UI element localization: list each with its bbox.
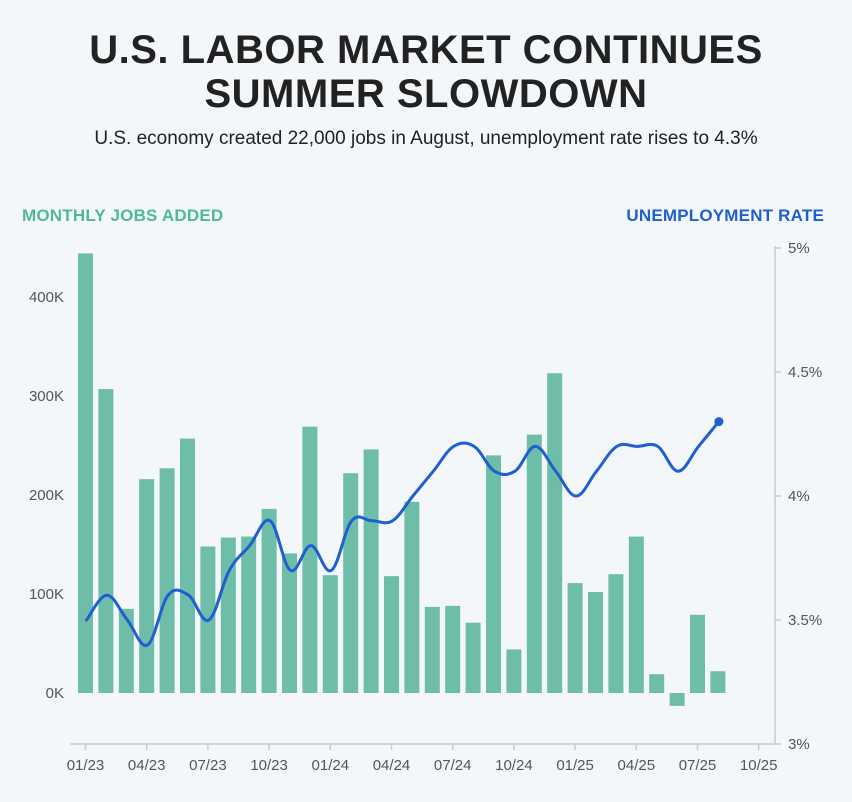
jobs-bar (180, 438, 195, 693)
jobs-bar (424, 606, 440, 693)
jobs-bar (261, 508, 277, 693)
jobs-bar (363, 449, 379, 693)
jobs-bar (282, 553, 297, 693)
jobs-bar (159, 468, 175, 693)
left-axis-label: MONTHLY JOBS ADDED (22, 206, 224, 225)
right-tick-label: 3% (788, 736, 810, 753)
jobs-bar (486, 455, 501, 693)
jobs-bar (567, 583, 583, 693)
jobs-bar (343, 473, 359, 693)
jobs-bar (445, 605, 461, 693)
left-tick-label: 0K (46, 685, 64, 702)
left-tick-label: 300K (29, 388, 64, 405)
jobs-bar (608, 574, 624, 693)
jobs-bar (220, 537, 236, 693)
jobs-bar (118, 608, 134, 693)
left-tick-label: 200K (29, 487, 64, 504)
x-tick-label: 07/24 (434, 757, 472, 774)
x-tick-label: 10/24 (495, 757, 533, 774)
jobs-bar (322, 575, 338, 693)
jobs-bar (547, 373, 563, 693)
title-line-2: SUMMER SLOWDOWN (204, 72, 648, 116)
jobs-bar (404, 501, 420, 693)
chart-subtitle: U.S. economy created 22,000 jobs in Augu… (94, 128, 758, 149)
jobs-bar (302, 426, 318, 693)
x-tick-label: 01/25 (556, 757, 594, 774)
jobs-bar (98, 389, 114, 693)
x-tick-label: 01/23 (67, 757, 105, 774)
jobs-bar (384, 576, 399, 693)
right-axis-label: UNEMPLOYMENT RATE (626, 206, 824, 225)
jobs-bar (465, 622, 481, 693)
x-tick-label: 04/24 (373, 757, 411, 774)
x-tick-label: 10/23 (250, 757, 288, 774)
jobs-bar (78, 253, 93, 693)
right-tick-label: 3.5% (788, 612, 822, 629)
jobs-bar (506, 649, 522, 693)
left-tick-label: 100K (29, 586, 64, 603)
jobs-bar (241, 536, 257, 693)
jobs-bar (649, 674, 665, 693)
x-tick-label: 01/24 (312, 757, 350, 774)
jobs-bar (710, 671, 726, 693)
jobs-bar (139, 479, 155, 693)
title-line-1: U.S. LABOR MARKET CONTINUES (89, 28, 763, 72)
right-tick-label: 5% (788, 240, 810, 257)
x-tick-label: 04/23 (128, 757, 166, 774)
jobs-bar (690, 614, 705, 693)
x-tick-label: 07/25 (679, 757, 717, 774)
jobs-bar (628, 536, 644, 693)
x-tick-label: 10/25 (740, 757, 778, 774)
jobs-bar (526, 434, 542, 693)
x-tick-label: 04/25 (618, 757, 656, 774)
unemployment-rate-endpoint (714, 417, 724, 427)
right-tick-label: 4.5% (788, 364, 822, 381)
unemployment-rate-line (85, 420, 721, 647)
jobs-bar (669, 693, 685, 706)
x-tick-label: 07/23 (189, 757, 227, 774)
jobs-bar (588, 592, 603, 693)
chart-title: U.S. LABOR MARKET CONTINUES SUMMER SLOWD… (0, 28, 852, 116)
right-tick-label: 4% (788, 488, 810, 505)
left-tick-label: 400K (29, 289, 64, 306)
